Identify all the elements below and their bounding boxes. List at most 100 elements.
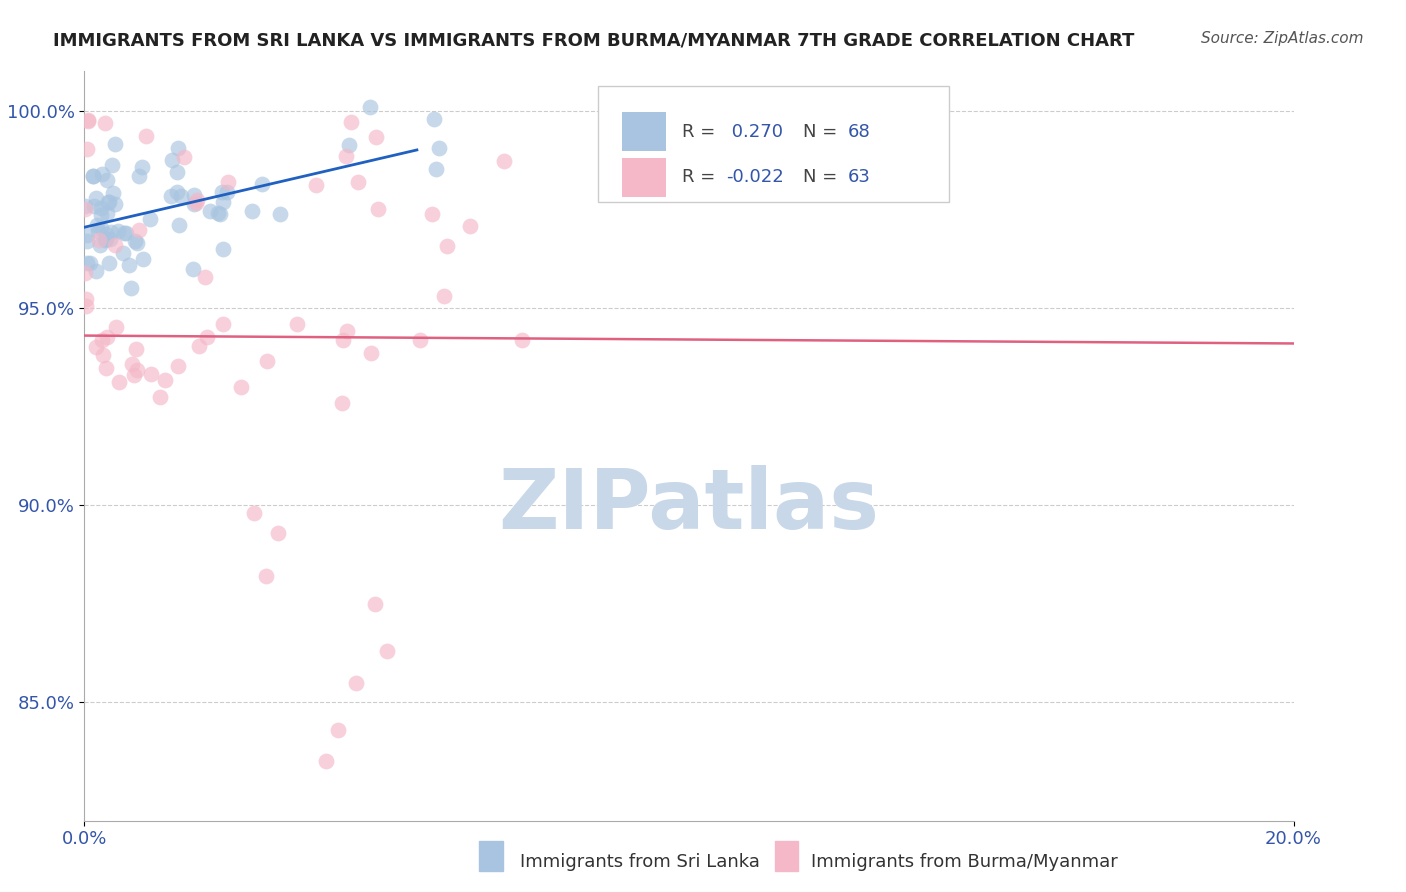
Point (120, 281, 142, 295)
Point (256, 354, 278, 368)
Point (104, 197, 127, 211)
Point (181, 261, 204, 276)
Point (167, 359, 190, 374)
Point (104, 319, 127, 334)
Point (240, 204, 263, 219)
Point (492, 154, 515, 169)
Text: R =: R = (682, 169, 721, 186)
Point (98, 256, 121, 270)
Point (212, 242, 235, 256)
Point (87, 223, 110, 237)
Point (76, 227, 98, 242)
Text: 68: 68 (848, 123, 870, 141)
Point (87, 233, 110, 247)
Text: IMMIGRANTS FROM SRI LANKA VS IMMIGRANTS FROM BURMA/MYANMAR 7TH GRADE CORRELATION: IMMIGRANTS FROM SRI LANKA VS IMMIGRANTS … (53, 31, 1135, 49)
Point (367, 202, 389, 216)
Point (94, 361, 117, 376)
Point (84, 264, 107, 278)
Point (359, 100, 381, 114)
Point (96, 232, 118, 246)
Text: N =: N = (803, 169, 842, 186)
Point (160, 189, 183, 203)
FancyBboxPatch shape (599, 87, 949, 202)
Point (90, 221, 112, 235)
Point (360, 346, 382, 360)
Point (90, 168, 112, 182)
Point (436, 239, 458, 253)
Point (346, 675, 368, 690)
Point (94, 116, 117, 130)
Point (458, 219, 481, 233)
Point (250, 177, 273, 191)
Point (242, 506, 264, 520)
Point (304, 178, 326, 192)
Point (122, 368, 145, 382)
Point (90, 333, 112, 347)
Point (107, 376, 129, 390)
Point (200, 204, 222, 219)
Point (139, 211, 162, 226)
Text: Immigrants from Sri Lanka: Immigrants from Sri Lanka (520, 853, 761, 871)
Text: 0.270: 0.270 (727, 123, 783, 141)
Point (420, 207, 443, 221)
Point (330, 395, 353, 409)
Point (100, 225, 122, 239)
Point (427, 141, 450, 155)
Point (425, 162, 447, 177)
Point (211, 318, 233, 332)
Point (79, 256, 101, 270)
Point (75, 198, 97, 212)
Text: ZIPatlas: ZIPatlas (499, 466, 879, 547)
Point (82, 169, 104, 184)
Point (269, 207, 291, 221)
Point (73, 266, 96, 280)
Point (211, 185, 233, 199)
Text: 63: 63 (848, 169, 870, 186)
Point (194, 270, 217, 285)
Point (229, 379, 252, 393)
Point (160, 153, 183, 167)
Point (340, 114, 363, 128)
Point (409, 333, 432, 347)
Point (433, 289, 456, 303)
Point (83, 199, 105, 213)
Point (187, 339, 209, 353)
Point (127, 235, 149, 250)
Point (332, 333, 354, 347)
Point (167, 218, 190, 232)
Text: -0.022: -0.022 (727, 169, 785, 186)
Point (423, 112, 446, 127)
Point (155, 374, 177, 388)
Point (375, 644, 398, 658)
Point (76, 235, 98, 249)
FancyBboxPatch shape (623, 158, 666, 197)
Point (363, 597, 385, 611)
Point (97, 195, 120, 210)
Point (254, 569, 277, 583)
Point (125, 342, 148, 356)
Point (90, 202, 112, 216)
Point (76, 256, 98, 270)
Point (183, 197, 205, 211)
Point (121, 357, 143, 371)
Point (128, 223, 150, 237)
FancyBboxPatch shape (623, 112, 666, 152)
Text: Source: ZipAtlas.com: Source: ZipAtlas.com (1201, 31, 1364, 46)
Point (124, 234, 146, 248)
Point (267, 525, 290, 540)
Point (166, 165, 188, 179)
Point (77, 113, 100, 128)
Point (217, 175, 239, 189)
Point (337, 138, 360, 153)
Point (84, 340, 107, 354)
Point (104, 137, 127, 152)
Point (139, 368, 162, 382)
Point (86, 218, 108, 232)
Point (96, 173, 118, 187)
Point (186, 194, 208, 208)
Point (335, 149, 357, 163)
Point (107, 224, 129, 238)
Point (207, 206, 229, 220)
Point (195, 330, 218, 344)
Point (104, 237, 127, 252)
